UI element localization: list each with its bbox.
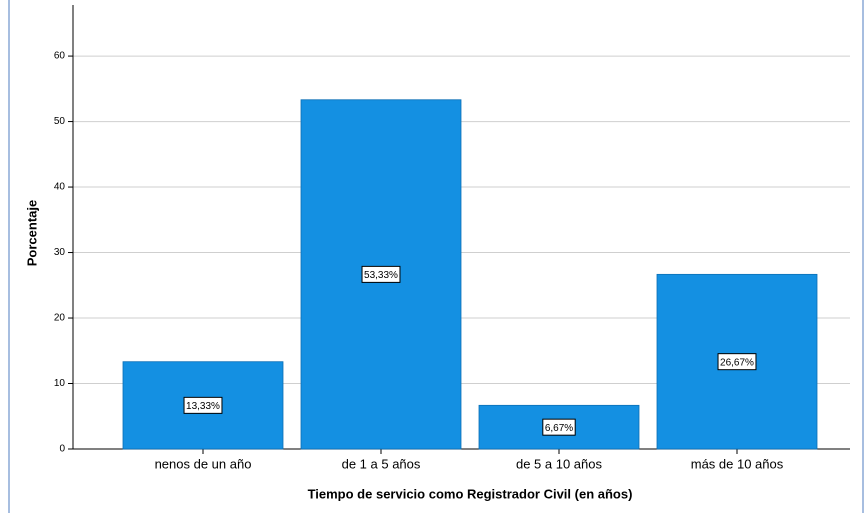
value-label: 13,33% xyxy=(186,401,220,412)
y-tick-label: 0 xyxy=(59,444,65,455)
value-label: 26,67% xyxy=(720,357,754,368)
value-label-box xyxy=(183,396,223,414)
x-axis-title: Tiempo de servicio como Registrador Civi… xyxy=(308,486,633,501)
value-label-box xyxy=(717,353,757,371)
y-tick-label: 40 xyxy=(54,182,66,193)
x-tick-label: de 1 a 5 años xyxy=(342,456,421,471)
y-axis-title: Porcentaje xyxy=(24,200,39,266)
bar xyxy=(656,273,818,450)
y-tick-label: 50 xyxy=(54,116,66,127)
value-label-box xyxy=(361,265,401,283)
y-tick-label: 10 xyxy=(54,378,66,389)
value-label-box xyxy=(542,418,576,436)
x-tick-label: nenos de un año xyxy=(155,456,252,471)
y-tick-label: 60 xyxy=(54,51,66,62)
frame xyxy=(8,0,864,513)
x-tick-label: más de 10 años xyxy=(691,456,784,471)
value-label: 6,67% xyxy=(545,423,573,434)
value-label: 53,33% xyxy=(364,270,398,281)
y-tick-label: 30 xyxy=(54,247,66,258)
y-tick-label: 20 xyxy=(54,313,66,324)
x-tick-label: de 5 a 10 años xyxy=(516,456,603,471)
